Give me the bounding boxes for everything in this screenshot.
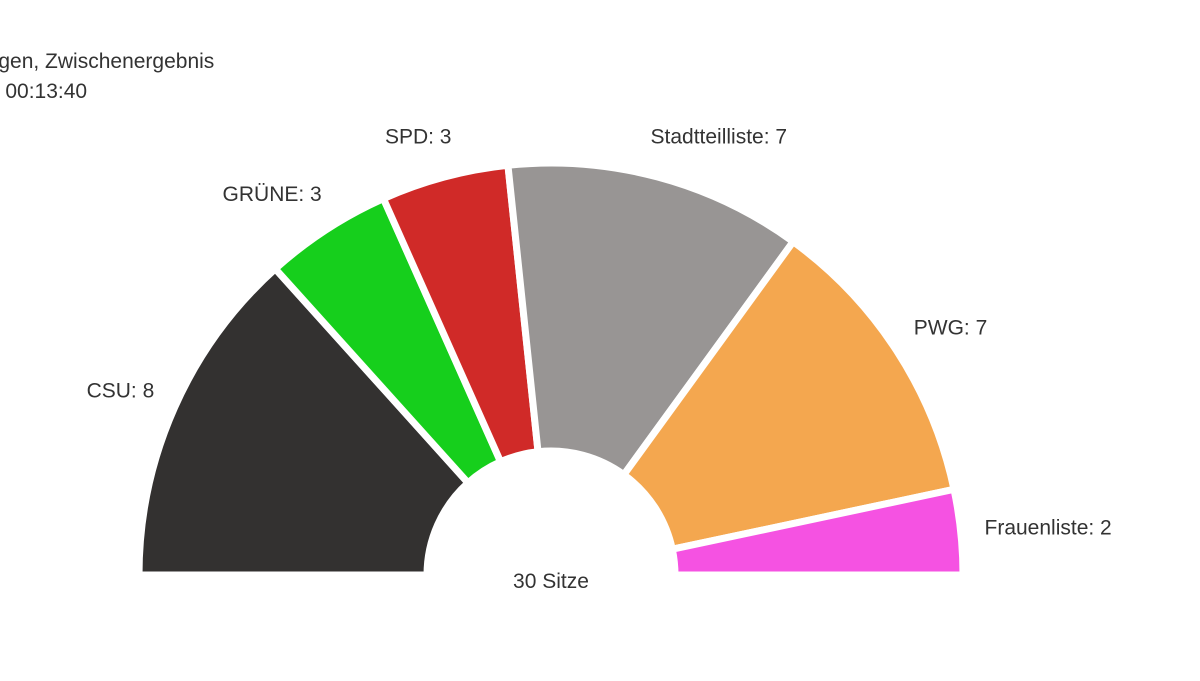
chart-title-line-1: ingen, Zwischenergebnis [0,50,215,73]
slice-label-stadtteilliste: Stadtteilliste: 7 [651,125,788,148]
slice-label-csu: CSU: 8 [87,379,155,402]
slice-label-spd: SPD: 3 [385,125,452,148]
slice-label-frauenliste: Frauenliste: 2 [985,517,1112,540]
slice-label-gr-ne: GRÜNE: 3 [223,183,322,206]
slice-pwg [618,236,959,554]
slice-label-pwg: PWG: 7 [914,317,988,340]
slice-stadtteilliste [504,159,799,480]
chart-title-line-2: 6, 00:13:40 [0,80,88,103]
slice-frauenliste [668,485,967,579]
center-seat-total-label: 30 Sitze [513,570,589,593]
labels-layer: CSU: 8 GRÜNE: 3 SPD: 3 Stadtteilliste: 7 PWG… [87,125,1112,539]
slices-layer [135,159,967,579]
slice-csu [135,263,473,579]
